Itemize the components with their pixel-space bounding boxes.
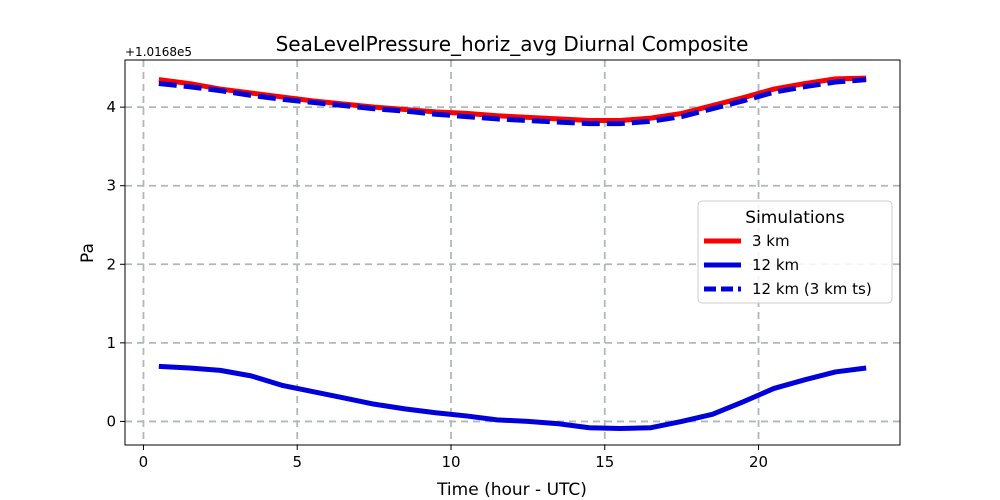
y-axis-ticks: 0 1 2 3 4: [106, 98, 125, 430]
y-tick-label: 4: [106, 98, 116, 116]
x-axis-label: Time (hour - UTC): [436, 480, 587, 500]
chart-title: SeaLevelPressure_horiz_avg Diurnal Compo…: [276, 32, 749, 56]
legend-label-1: 12 km: [752, 256, 799, 274]
y-axis-label: Pa: [78, 243, 98, 263]
legend-box: [697, 200, 893, 304]
y-tick-label: 1: [106, 334, 116, 352]
x-tick-label: 5: [292, 453, 302, 471]
y-offset-label: +1.0168e5: [125, 45, 192, 59]
x-tick-label: 20: [749, 453, 768, 471]
series-lines: [158, 75, 867, 431]
y-tick-label: 3: [106, 177, 116, 195]
series-line-0: [158, 75, 867, 123]
plot-frame: [124, 59, 901, 446]
y-tick-label: 2: [106, 255, 116, 273]
legend: Simulations 3 km 12 km 12 km (3 km ts): [697, 200, 893, 304]
legend-label-0: 3 km: [752, 232, 790, 250]
y-tick-label: 0: [106, 412, 116, 430]
x-tick-label: 10: [441, 453, 460, 471]
series-line-2: [158, 77, 867, 127]
x-axis-ticks: 0 5 10 15 20: [139, 445, 768, 471]
x-tick-label: 15: [595, 453, 614, 471]
x-tick-label: 0: [139, 453, 149, 471]
legend-label-2: 12 km (3 km ts): [752, 280, 872, 298]
legend-title: Simulations: [745, 208, 845, 228]
series-line-1: [158, 363, 867, 431]
